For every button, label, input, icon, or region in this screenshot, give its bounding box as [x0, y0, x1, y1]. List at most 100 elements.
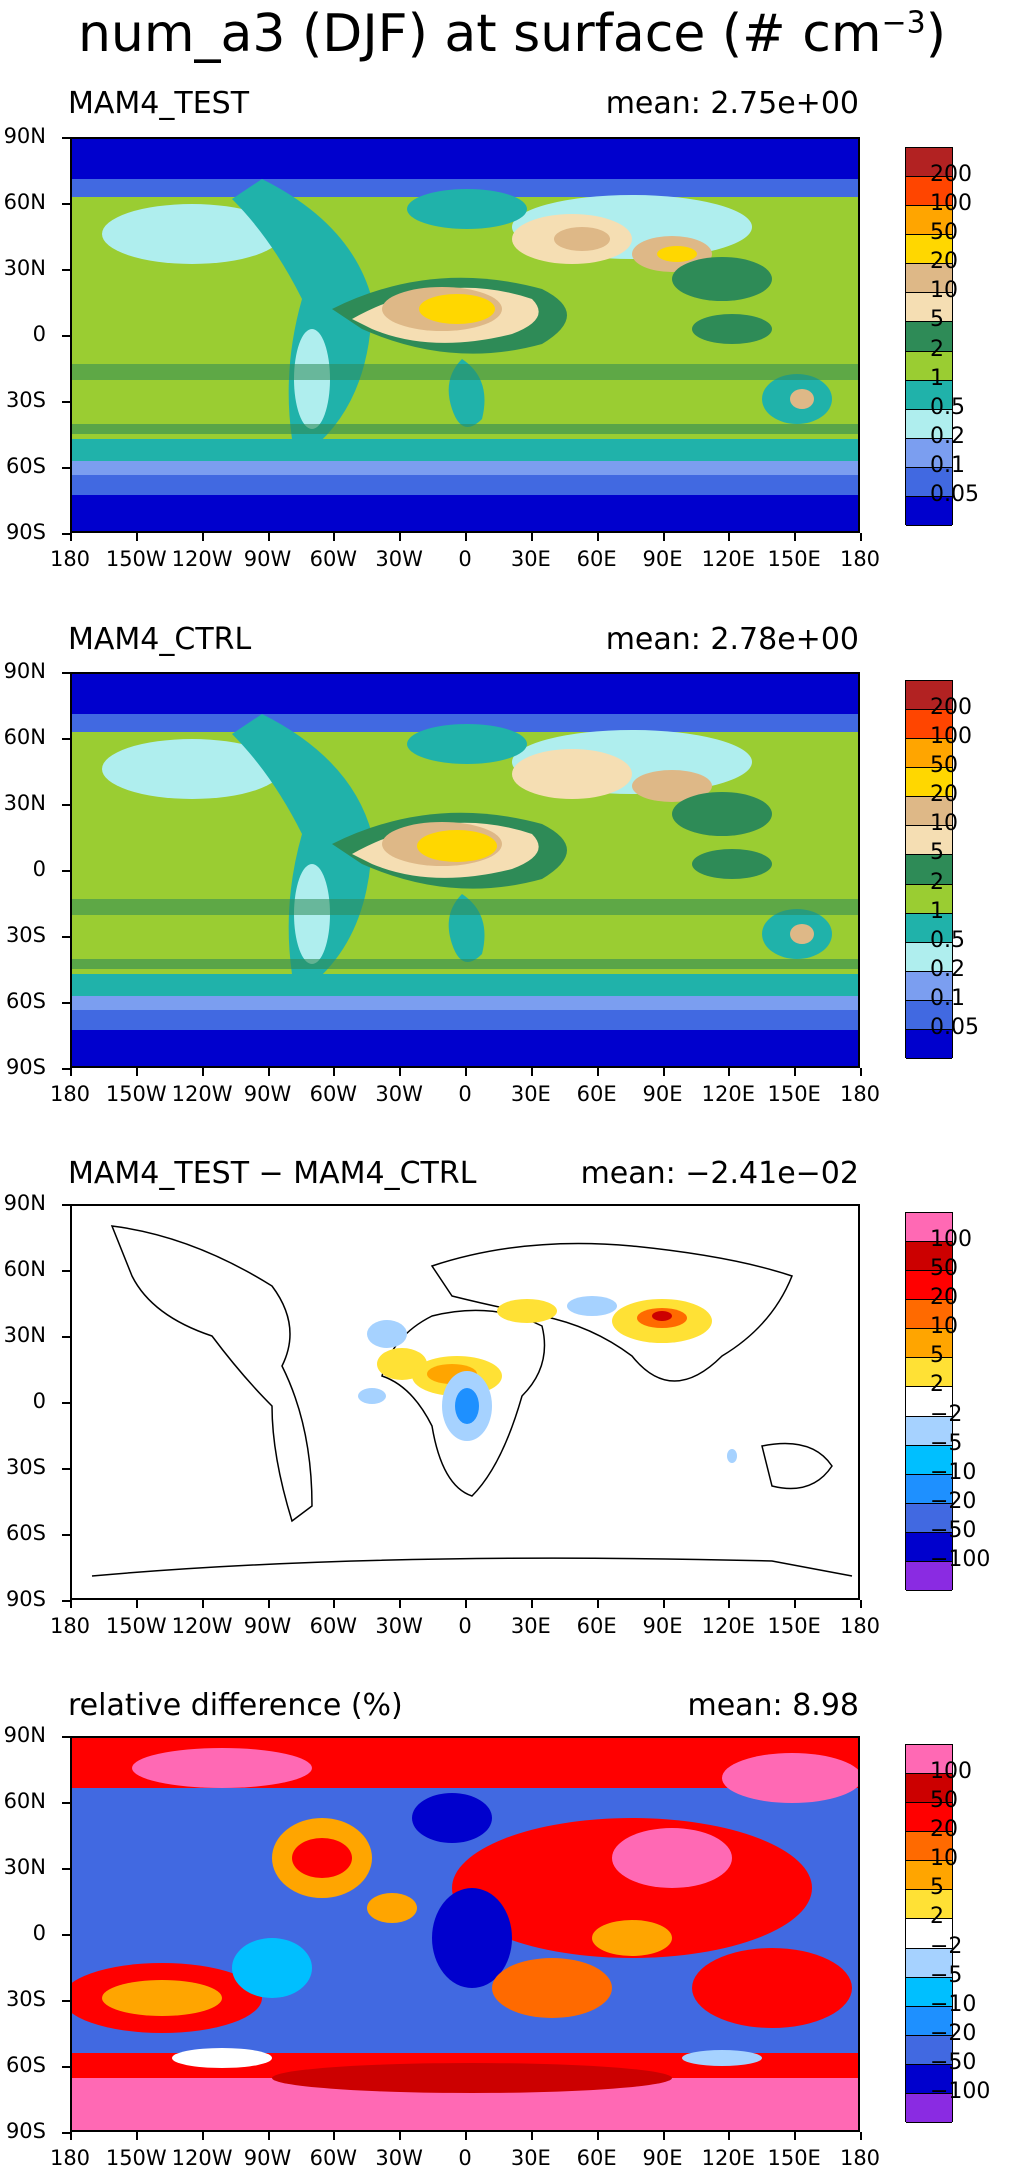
lon-tick-mark	[530, 2132, 533, 2140]
lon-tick-mark	[465, 2132, 467, 2140]
lon-tick-label: 90E	[642, 2146, 683, 2170]
lon-tick-mark	[135, 533, 138, 541]
colorbar-swatch	[906, 2064, 952, 2094]
colorbar-swatch	[906, 1745, 952, 1775]
colorbar-swatch	[906, 380, 952, 410]
lon-tick-label: 90W	[243, 1082, 292, 1106]
lat-tick-label: 30S	[5, 388, 46, 412]
lon-tick-label: 120E	[701, 547, 755, 571]
colorbar-ctrl	[905, 680, 953, 1059]
lon-tick-label: 120W	[171, 2146, 233, 2170]
lon-tick-label: 120E	[701, 1614, 755, 1638]
panel-title: relative difference (%)	[68, 1688, 403, 1723]
colorbar-swatch	[906, 1445, 952, 1475]
colorbar-level-label: 5	[930, 840, 944, 866]
colorbar-swatch	[906, 1358, 952, 1388]
colorbar-swatch	[906, 1029, 952, 1059]
panel-title: MAM4_TEST	[68, 86, 250, 121]
colorbar-level-label: 10	[930, 811, 958, 837]
lat-tick-label: 90S	[5, 520, 46, 544]
colorbar-swatch	[906, 2006, 952, 2036]
colorbar-swatch	[906, 1532, 952, 1562]
lat-tick-mark	[62, 401, 70, 403]
lat-tick-label: 60S	[5, 454, 46, 478]
lat-tick-label: 90S	[5, 1587, 46, 1611]
lat-tick-mark	[62, 1002, 70, 1004]
panel-mean: mean: 2.78e+00	[605, 622, 859, 657]
colorbar-level-label: 2	[930, 1904, 944, 1930]
lat-tick-label: 90S	[5, 1055, 46, 1079]
lat-tick-mark	[62, 1534, 70, 1536]
lon-tick-label: 90E	[642, 1082, 683, 1106]
colorbar-level-label: 50	[930, 753, 958, 779]
lon-tick-label: 150E	[767, 1614, 821, 1638]
colorbar-level-label: 0.5	[930, 927, 965, 953]
lat-tick-label: 90S	[5, 2119, 46, 2143]
lon-tick-label: 150E	[767, 2146, 821, 2170]
colorbar-level-label: 100	[930, 1759, 972, 1785]
lon-tick-label: 30W	[375, 2146, 423, 2170]
lon-tick-label: 0	[458, 547, 472, 571]
panel-mean: mean: −2.41e−02	[580, 1156, 859, 1191]
lon-tick-mark	[267, 533, 270, 541]
lon-tick-label: 120W	[171, 1614, 233, 1638]
map-field	[91, 1225, 853, 1577]
colorbar-level-label: 10	[930, 278, 958, 304]
colorbar-level-label: 50	[930, 220, 958, 246]
lon-tick-mark	[70, 533, 72, 541]
lon-tick-label: 150W	[105, 1082, 167, 1106]
colorbar-level-label: 2	[930, 336, 944, 362]
lon-tick-mark	[70, 1068, 72, 1076]
colorbar-level-label: 20	[930, 782, 958, 808]
lat-tick-label: 0	[32, 1921, 46, 1945]
lat-tick-label: 60N	[3, 190, 46, 214]
lat-tick-label: 90N	[3, 659, 46, 683]
lat-tick-mark	[62, 335, 70, 337]
colorbar-level-label: −100	[930, 2078, 991, 2104]
colorbar-swatch	[906, 264, 952, 294]
lat-tick-label: 30N	[3, 1323, 46, 1347]
colorbar-swatch	[906, 1803, 952, 1833]
colorbar-level-label: 100	[930, 1227, 972, 1253]
colorbar-swatch	[906, 293, 952, 323]
lon-tick-label: 60E	[576, 1082, 617, 1106]
lon-tick-mark	[333, 2132, 336, 2140]
lat-tick-mark	[62, 2000, 70, 2002]
colorbar-level-label: 20	[930, 1285, 958, 1311]
lat-tick-mark	[62, 1868, 70, 1870]
lon-tick-mark	[728, 2132, 731, 2140]
lat-tick-label: 30N	[3, 1855, 46, 1879]
lon-tick-mark	[465, 1600, 467, 1608]
lon-tick-mark	[662, 2132, 665, 2140]
lon-tick-label: 120W	[171, 1082, 233, 1106]
colorbar-swatch	[906, 496, 952, 526]
colorbar-swatch	[906, 971, 952, 1001]
lon-tick-label: 120W	[171, 547, 233, 571]
lat-tick-mark	[62, 1600, 70, 1602]
lon-tick-mark	[201, 533, 204, 541]
lon-tick-mark	[662, 533, 665, 541]
lon-tick-label: 150E	[767, 547, 821, 571]
colorbar-level-label: 0.1	[930, 452, 965, 478]
colorbar-swatch	[906, 1948, 952, 1978]
lat-tick-label: 60N	[3, 1257, 46, 1281]
colorbar-swatch	[906, 826, 952, 856]
colorbar-swatch	[906, 148, 952, 178]
colorbar-swatch	[906, 1300, 952, 1330]
lon-tick-mark	[530, 1600, 533, 1608]
map-ctrl	[70, 672, 860, 1068]
lon-tick-label: 120E	[701, 2146, 755, 2170]
lat-tick-mark	[62, 1934, 70, 1936]
colorbar-level-label: −20	[930, 1488, 977, 1514]
lon-tick-mark	[860, 533, 862, 541]
lon-tick-label: 30E	[510, 547, 551, 571]
lon-tick-label: 180	[49, 2146, 91, 2170]
colorbar-swatch	[906, 739, 952, 769]
map-field	[72, 674, 858, 1066]
colorbar-swatch	[906, 1213, 952, 1243]
lon-tick-mark	[201, 2132, 204, 2140]
lon-tick-label: 150W	[105, 1614, 167, 1638]
colorbar-swatch	[906, 1832, 952, 1862]
lon-tick-label: 180	[49, 547, 91, 571]
colorbar-level-label: −100	[930, 1546, 991, 1572]
